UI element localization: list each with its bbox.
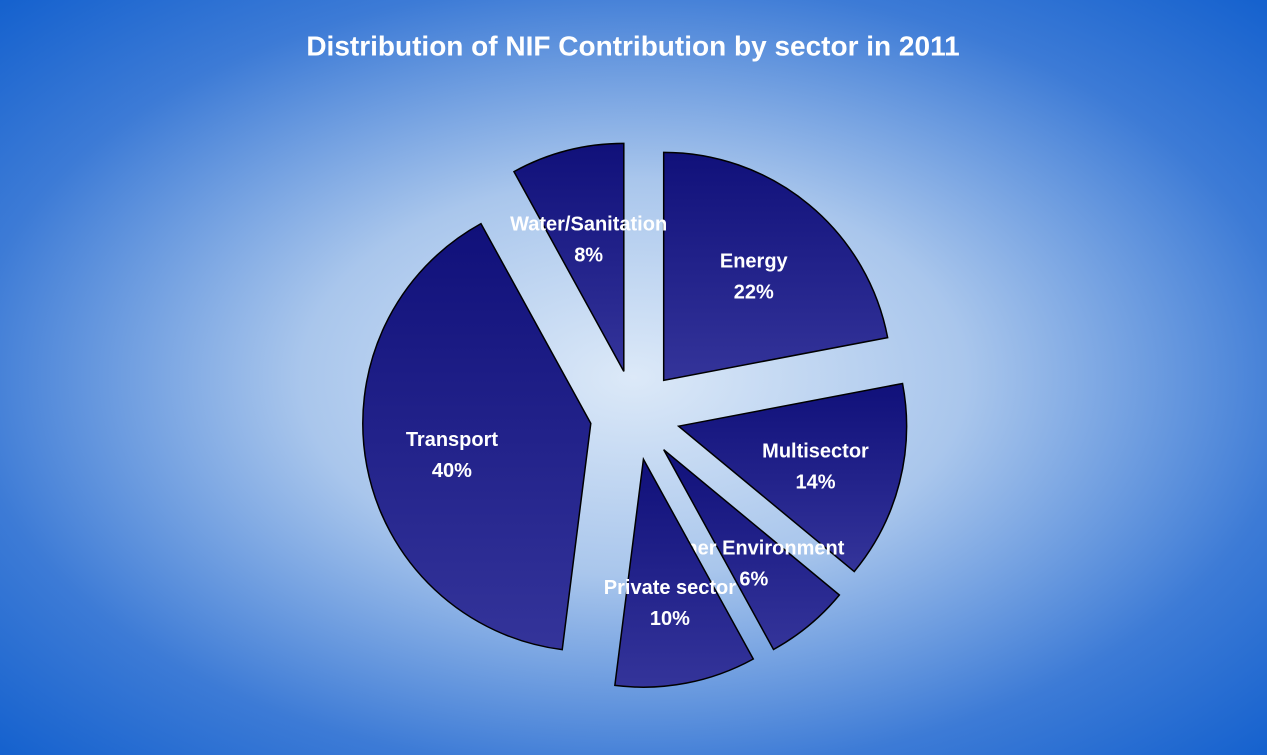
slice-label: Multisector 14% (762, 440, 869, 493)
slice-label: Transport 40% (406, 429, 499, 482)
slice-value: 40% (432, 460, 472, 482)
slice-label: Other Environment 6% (663, 538, 844, 591)
slice-value: 10% (650, 608, 690, 630)
slice-value: 8% (574, 244, 603, 266)
pie-slice (676, 382, 908, 573)
slice-value: 22% (734, 281, 774, 303)
pie-slice (614, 456, 755, 688)
pie-slice (662, 151, 889, 382)
slice-name: Private sector (604, 577, 737, 599)
slice-label: Private sector 10% (604, 577, 737, 630)
pie: Energy 22% Multisector 14% Other Environment… (362, 142, 908, 688)
slice-name: Multisector (762, 440, 869, 462)
slice-name: Water/Sanitation (510, 213, 667, 235)
pie-slice (663, 449, 841, 651)
pie-slice (512, 142, 625, 372)
slice-name: Energy (720, 250, 789, 272)
slice-label: Energy 22% (720, 250, 789, 303)
chart-title: Distribution of NIF Contribution by sect… (306, 30, 959, 61)
slice-name: Other Environment (663, 538, 844, 560)
pie-slice (362, 222, 592, 651)
slice-name: Transport (406, 429, 499, 451)
slice-value: 6% (739, 569, 768, 591)
slice-label: Water/Sanitation 8% (510, 213, 667, 266)
slice-value: 14% (795, 471, 835, 493)
